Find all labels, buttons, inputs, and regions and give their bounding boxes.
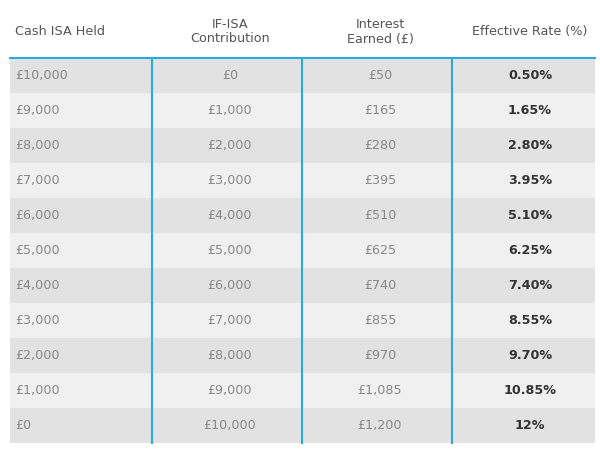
Text: 10.85%: 10.85% — [503, 384, 557, 397]
Text: 0.50%: 0.50% — [508, 69, 552, 82]
Text: £7,000: £7,000 — [208, 314, 253, 327]
Text: £625: £625 — [364, 244, 396, 257]
Text: £165: £165 — [364, 104, 396, 117]
Text: £5,000: £5,000 — [208, 244, 253, 257]
Text: 3.95%: 3.95% — [508, 174, 552, 187]
Text: 9.70%: 9.70% — [508, 349, 552, 362]
Text: £2,000: £2,000 — [15, 349, 59, 362]
Text: 6.25%: 6.25% — [508, 244, 552, 257]
Text: £1,000: £1,000 — [15, 384, 59, 397]
Text: £5,000: £5,000 — [15, 244, 59, 257]
Text: £10,000: £10,000 — [15, 69, 68, 82]
Text: 12%: 12% — [515, 419, 545, 432]
Text: £9,000: £9,000 — [208, 384, 252, 397]
Bar — [10, 338, 595, 373]
Text: 7.40%: 7.40% — [508, 279, 552, 292]
Bar — [10, 408, 595, 443]
Text: Cash ISA Held: Cash ISA Held — [15, 25, 105, 38]
Text: £740: £740 — [364, 279, 396, 292]
Text: £8,000: £8,000 — [208, 349, 253, 362]
Text: £395: £395 — [364, 174, 396, 187]
Text: £0: £0 — [222, 69, 238, 82]
Text: £1,085: £1,085 — [358, 384, 403, 397]
Text: Effective Rate (%): Effective Rate (%) — [472, 25, 587, 38]
Text: £7,000: £7,000 — [15, 174, 59, 187]
Text: 5.10%: 5.10% — [508, 209, 552, 222]
Text: £970: £970 — [364, 349, 396, 362]
Bar — [10, 303, 595, 338]
Bar — [10, 373, 595, 408]
Text: 1.65%: 1.65% — [508, 104, 552, 117]
Text: £1,200: £1,200 — [358, 419, 402, 432]
Text: £3,000: £3,000 — [15, 314, 59, 327]
Text: £50: £50 — [368, 69, 392, 82]
Text: £510: £510 — [364, 209, 396, 222]
Text: £4,000: £4,000 — [208, 209, 252, 222]
Bar — [10, 268, 595, 303]
Text: £10,000: £10,000 — [203, 419, 256, 432]
Bar — [10, 163, 595, 198]
Bar — [10, 58, 595, 93]
Text: £6,000: £6,000 — [208, 279, 252, 292]
Text: IF-ISA
Contribution: IF-ISA Contribution — [190, 18, 270, 45]
Text: £1,000: £1,000 — [208, 104, 253, 117]
Bar — [10, 198, 595, 233]
Text: 8.55%: 8.55% — [508, 314, 552, 327]
Text: £9,000: £9,000 — [15, 104, 59, 117]
Bar — [10, 128, 595, 163]
Text: £280: £280 — [364, 139, 396, 152]
Text: £3,000: £3,000 — [208, 174, 253, 187]
Text: £8,000: £8,000 — [15, 139, 59, 152]
Text: Interest
Earned (£): Interest Earned (£) — [347, 18, 413, 45]
Bar — [10, 93, 595, 128]
Text: £855: £855 — [364, 314, 396, 327]
Text: £6,000: £6,000 — [15, 209, 59, 222]
Text: £2,000: £2,000 — [208, 139, 252, 152]
Text: 2.80%: 2.80% — [508, 139, 552, 152]
Bar — [10, 233, 595, 268]
Text: £4,000: £4,000 — [15, 279, 59, 292]
Text: £0: £0 — [15, 419, 31, 432]
